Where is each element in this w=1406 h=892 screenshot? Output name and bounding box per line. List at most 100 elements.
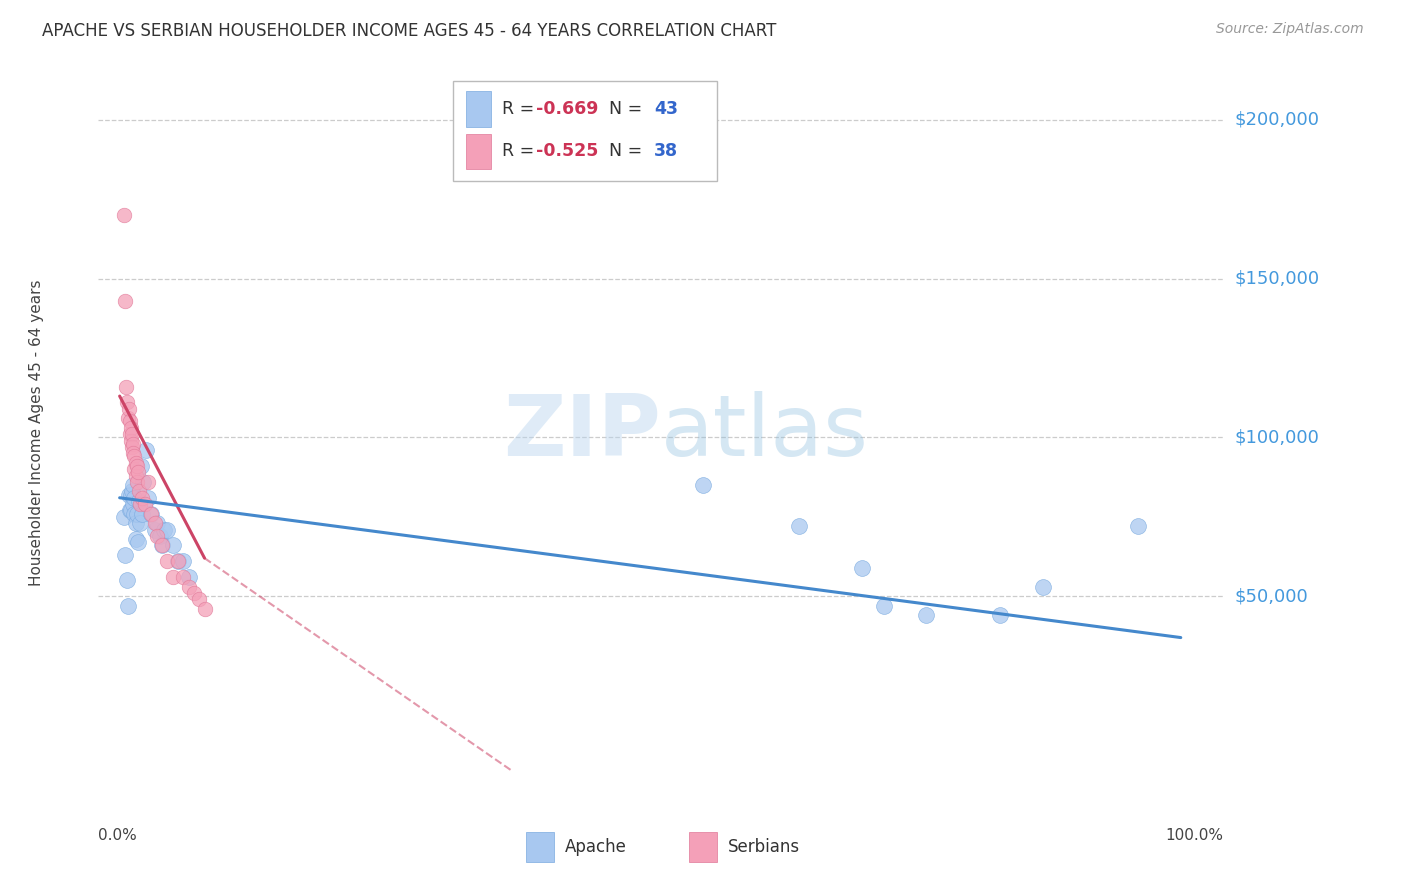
Point — [124, 507, 146, 521]
Point — [143, 516, 166, 531]
Point — [112, 509, 135, 524]
Point — [141, 507, 163, 521]
Point — [124, 491, 146, 505]
Point — [115, 395, 138, 409]
Point — [120, 421, 142, 435]
Point — [692, 478, 714, 492]
Point — [128, 516, 150, 531]
Text: -0.525: -0.525 — [536, 143, 599, 161]
Point — [121, 427, 143, 442]
FancyBboxPatch shape — [467, 134, 491, 169]
Point — [122, 497, 145, 511]
Text: atlas: atlas — [661, 391, 869, 475]
Point — [117, 411, 139, 425]
Point — [120, 487, 142, 501]
Text: $100,000: $100,000 — [1234, 428, 1319, 446]
Text: $150,000: $150,000 — [1234, 269, 1319, 287]
Text: 0.0%: 0.0% — [98, 828, 138, 843]
Point — [115, 379, 138, 393]
FancyBboxPatch shape — [526, 832, 554, 862]
Text: ZIP: ZIP — [503, 391, 661, 475]
Text: Source: ZipAtlas.com: Source: ZipAtlas.com — [1216, 22, 1364, 37]
Point — [122, 436, 145, 450]
Point — [146, 529, 169, 543]
Point — [146, 516, 169, 531]
Point — [128, 494, 150, 508]
Point — [915, 608, 938, 623]
Point — [167, 554, 190, 568]
Point — [150, 538, 173, 552]
Point — [122, 446, 145, 460]
Point — [136, 475, 159, 489]
Point — [156, 554, 179, 568]
Text: R =: R = — [502, 100, 540, 118]
Text: 100.0%: 100.0% — [1166, 828, 1223, 843]
Point — [112, 208, 135, 222]
Point — [183, 586, 205, 600]
Point — [167, 554, 190, 568]
Text: 43: 43 — [654, 100, 678, 118]
Point — [136, 491, 159, 505]
Point — [115, 574, 138, 588]
Point — [120, 503, 142, 517]
Point — [188, 592, 211, 607]
Text: N =: N = — [598, 143, 648, 161]
Point — [141, 507, 163, 521]
Point — [131, 507, 153, 521]
Point — [124, 532, 146, 546]
Point — [132, 475, 155, 489]
Point — [117, 599, 139, 613]
Point — [129, 458, 152, 473]
FancyBboxPatch shape — [467, 91, 491, 127]
Text: Serbians: Serbians — [728, 838, 800, 856]
Point — [120, 427, 142, 442]
Point — [125, 507, 148, 521]
FancyBboxPatch shape — [689, 832, 717, 862]
Text: $50,000: $50,000 — [1234, 587, 1308, 606]
Point — [162, 538, 184, 552]
Point — [124, 456, 146, 470]
Text: R =: R = — [502, 143, 540, 161]
Point — [131, 491, 153, 505]
Point — [172, 554, 194, 568]
Point — [114, 548, 136, 562]
Point — [990, 608, 1012, 623]
Point — [120, 434, 142, 448]
Text: Apache: Apache — [565, 838, 627, 856]
Point — [124, 468, 146, 483]
Text: $200,000: $200,000 — [1234, 111, 1319, 128]
Point — [124, 450, 146, 464]
Point — [787, 519, 810, 533]
Point — [143, 523, 166, 537]
Point — [121, 484, 143, 499]
Text: -0.669: -0.669 — [536, 100, 599, 118]
Point — [177, 570, 200, 584]
Point — [128, 497, 150, 511]
Point — [121, 440, 143, 454]
Point — [127, 535, 149, 549]
Point — [134, 497, 156, 511]
FancyBboxPatch shape — [453, 81, 717, 181]
Point — [1128, 519, 1150, 533]
Point — [124, 516, 146, 531]
Point — [128, 484, 150, 499]
Point — [193, 602, 215, 616]
Point — [114, 293, 136, 308]
Text: 38: 38 — [654, 143, 678, 161]
Text: N =: N = — [598, 100, 648, 118]
Point — [172, 570, 194, 584]
Point — [872, 599, 894, 613]
Point — [135, 443, 157, 458]
Point — [153, 523, 176, 537]
Point — [149, 529, 172, 543]
Point — [156, 523, 179, 537]
Point — [851, 560, 873, 574]
Point — [125, 475, 148, 489]
Point — [120, 415, 142, 429]
Point — [122, 478, 145, 492]
Point — [1032, 580, 1054, 594]
Text: APACHE VS SERBIAN HOUSEHOLDER INCOME AGES 45 - 64 YEARS CORRELATION CHART: APACHE VS SERBIAN HOUSEHOLDER INCOME AGE… — [42, 22, 776, 40]
Point — [118, 401, 141, 416]
Point — [118, 487, 141, 501]
Point — [177, 580, 200, 594]
